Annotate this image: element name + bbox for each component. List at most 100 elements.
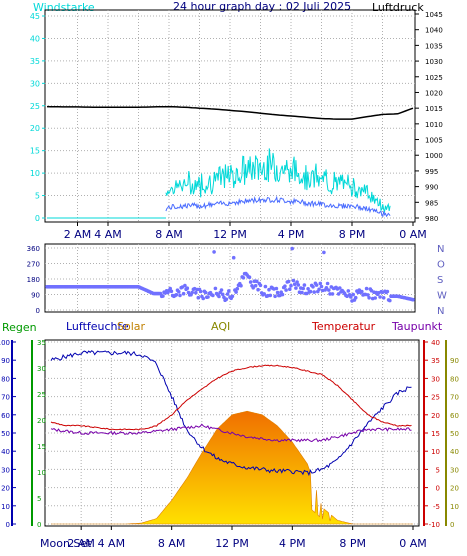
direction-point: [267, 287, 271, 292]
direction-point: [295, 280, 299, 284]
direction-compass-tick: N: [437, 306, 444, 317]
direction-point: [225, 292, 230, 296]
direction-point: [268, 293, 273, 298]
taupunkt-legend: Taupunkt: [391, 320, 443, 333]
direction-point: [325, 281, 330, 286]
direction-point: [314, 283, 319, 287]
page-title: 24 hour graph day : 02 Juli 2025: [173, 0, 351, 13]
humidity-tick: 90: [1, 357, 10, 365]
top-x-axis: 2 AM 4 AM 8 AM 12 PM 4 PM 8 PM 0 AM: [64, 222, 427, 241]
direction-point: [312, 290, 317, 294]
direction-point: [280, 292, 285, 297]
direction-point: [367, 296, 371, 300]
bottom-x-axis: 2 AM 4 AM 8 AM 12 PM 4 PM 8 PM 0 AM: [67, 526, 427, 550]
wind-series: [47, 148, 391, 219]
windstarke-tick: 45: [30, 12, 40, 21]
direction-point: [360, 289, 364, 294]
luftdruck-tick: 995: [425, 168, 438, 176]
humidity-tick: 80: [1, 375, 10, 383]
luftdruck-axis: 980 985 990 995 1000 1005 1010 1015 1020 1025 1030…: [415, 11, 443, 223]
direction-point: [378, 295, 382, 299]
bottom-series: [50, 350, 412, 477]
direction-point: [302, 283, 307, 287]
taupunkt-tick: 80: [450, 375, 459, 383]
direction-point: [353, 295, 358, 300]
direction-point: [366, 293, 370, 297]
direction-point: [301, 286, 306, 291]
temperature-tick: 30: [431, 375, 440, 383]
windstarke-axis: 0 5 10 15 20 25 30 35 40 45: [30, 12, 45, 223]
direction-point: [213, 286, 218, 291]
temperature-tick: 10: [431, 448, 440, 456]
taupunkt-tick: 20: [450, 485, 459, 493]
direction-point: [346, 289, 351, 293]
bottom-x-tick-label: 4 AM: [98, 537, 126, 550]
humidity-tick: 0: [6, 521, 10, 529]
temperature-tick: 40: [431, 339, 440, 347]
luftdruck-tick: 1010: [425, 121, 443, 129]
direction-point: [178, 293, 182, 298]
luftdruck-label: Luftdruck: [372, 1, 424, 14]
temperature-line: [50, 364, 412, 431]
direction-point: [239, 283, 243, 288]
direction-point: [324, 286, 329, 290]
temperature-tick: -10: [429, 521, 440, 529]
taupunkt-tick: 90: [450, 357, 459, 365]
luftdruck-tick: 1030: [425, 58, 443, 66]
direction-point: [201, 296, 205, 301]
temperature-tick: -5: [433, 503, 440, 511]
windstarke-tick: 25: [30, 102, 40, 111]
bottom-x-tick-label: 2 AM: [67, 537, 95, 550]
x-tick-label: 2 AM: [64, 228, 92, 241]
direction-point: [224, 297, 229, 302]
direction-point: [251, 286, 255, 290]
bottom-x-tick-label: 8 PM: [339, 537, 366, 550]
windstarke-tick: 30: [30, 79, 40, 88]
direction-point: [211, 293, 215, 298]
direction-point: [183, 283, 187, 288]
humidity-tick: 40: [1, 448, 10, 456]
luftdruck-tick: 980: [425, 215, 438, 223]
direction-point: [174, 293, 179, 297]
humidity-tick: 20: [1, 485, 10, 493]
taupunkt-tick: 40: [450, 448, 459, 456]
direction-point: [190, 290, 194, 295]
temperatur-legend: Temperatur: [311, 320, 376, 333]
direction-point: [338, 286, 342, 290]
direction-point: [284, 288, 288, 292]
luftdruck-tick: 1025: [425, 74, 443, 82]
direction-point: [253, 283, 258, 288]
rain-tick: 25: [37, 391, 46, 399]
direction-point: [373, 296, 378, 300]
direction-point: [181, 291, 186, 296]
luftdruck-tick: 990: [425, 184, 438, 192]
rain-tick: 10: [37, 469, 46, 477]
taupunkt-tick: 70: [450, 394, 459, 402]
humidity-tick: 70: [1, 394, 10, 402]
moon-set-label: Moon Set: [40, 537, 92, 550]
windstarke-tick: 35: [30, 57, 40, 66]
direction-point: [308, 289, 313, 294]
taupunkt-tick: 60: [450, 412, 459, 420]
direction-degree-tick: 270: [27, 261, 40, 269]
rain-tick: 0: [37, 521, 41, 529]
direction-point: [290, 246, 295, 251]
direction-degree-tick: 180: [27, 276, 40, 284]
direction-point: [327, 288, 331, 292]
windstarke-tick: 0: [35, 214, 40, 223]
direction-point: [286, 279, 291, 284]
humidity-tick: 60: [1, 412, 10, 420]
direction-point: [411, 297, 415, 302]
direction-series: [45, 246, 415, 303]
direction-point: [212, 250, 216, 254]
humidity-tick: 30: [1, 466, 10, 474]
direction-point: [322, 250, 326, 255]
temperature-tick: 0: [436, 485, 440, 493]
direction-point: [349, 295, 353, 299]
direction-point: [273, 294, 277, 299]
direction-point: [247, 275, 252, 280]
direction-compass-tick: W: [437, 291, 447, 302]
direction-point: [275, 290, 280, 295]
